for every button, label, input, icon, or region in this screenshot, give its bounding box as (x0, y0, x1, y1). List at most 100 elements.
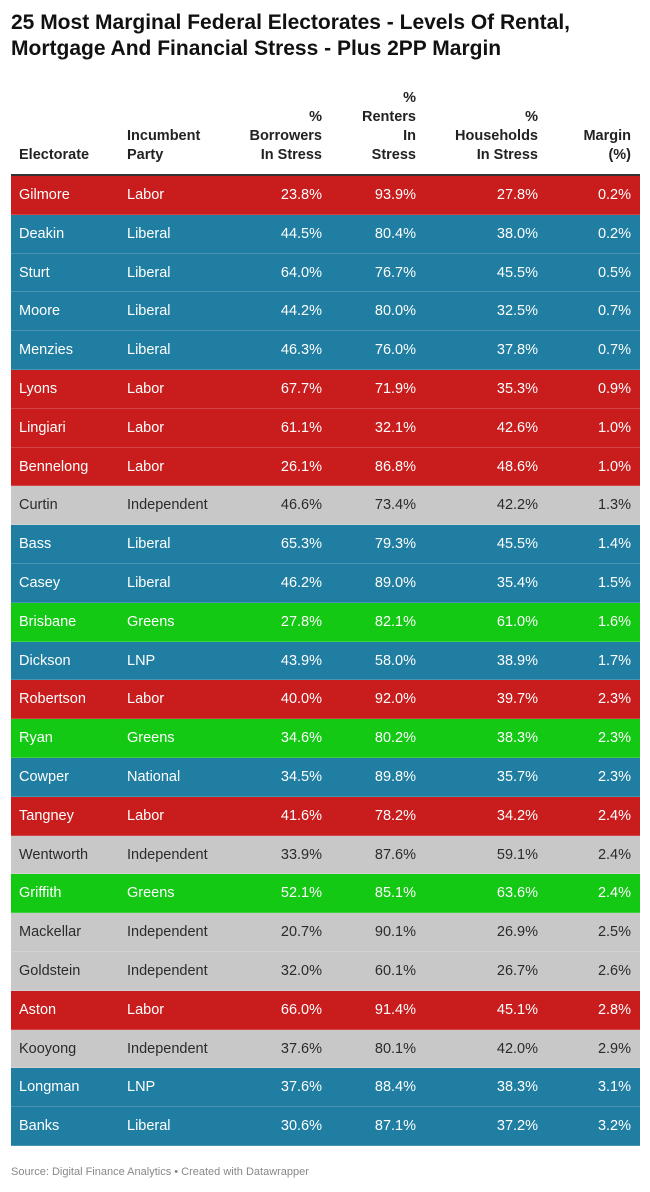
table-row: Menzies Liberal 46.3% 76.0% 37.8% 0.7% (11, 331, 640, 370)
electorate-cell: Lingiari (19, 419, 66, 436)
table-row: Ryan Greens 34.6% 80.2% 38.3% 2.3% (11, 719, 640, 758)
margin-cell: 2.4% (597, 807, 631, 824)
renters-stress-cell: 76.7% (374, 264, 416, 281)
renters-stress-cell: 58.0% (374, 652, 416, 669)
households-stress-cell: 63.6% (496, 885, 538, 902)
renters-stress-cell: 80.4% (374, 225, 416, 242)
renters-stress-cell: 78.2% (374, 807, 416, 824)
party-cell: Labor (127, 807, 165, 824)
header-incumbent-party[interactable]: Incumbent Party (127, 128, 201, 163)
borrowers-stress-cell: 40.0% (280, 691, 322, 708)
households-stress-cell: 35.3% (496, 380, 538, 397)
households-stress-cell: 61.0% (496, 613, 538, 630)
renters-stress-cell: 86.8% (374, 458, 416, 475)
party-cell: Liberal (127, 342, 171, 359)
households-stress-cell: 42.2% (496, 497, 538, 514)
margin-cell: 0.9% (597, 380, 631, 397)
margin-cell: 1.5% (597, 574, 631, 591)
households-stress-cell: 45.5% (496, 536, 538, 553)
electorate-cell: Menzies (19, 342, 73, 359)
borrowers-stress-cell: 32.0% (280, 962, 322, 979)
party-cell: Independent (127, 497, 208, 514)
electorate-cell: Ryan (19, 730, 53, 747)
margin-cell: 1.7% (597, 652, 631, 669)
party-cell: Labor (127, 419, 165, 436)
margin-cell: 0.2% (597, 225, 631, 242)
households-stress-cell: 38.3% (496, 1079, 538, 1096)
borrowers-stress-cell: 65.3% (280, 536, 322, 553)
renters-stress-cell: 76.0% (374, 342, 416, 359)
renters-stress-cell: 60.1% (374, 962, 416, 979)
table-row: Casey Liberal 46.2% 89.0% 35.4% 1.5% (11, 563, 640, 603)
table-row: Aston Labor 66.0% 91.4% 45.1% 2.8% (11, 990, 640, 1030)
table-row: Lyons Labor 67.7% 71.9% 35.3% 0.9% (11, 369, 640, 409)
header-renters-in-stress[interactable]: % Renters In Stress (362, 90, 416, 163)
party-cell: Greens (127, 613, 175, 630)
header-households-in-stress[interactable]: % Households In Stress (455, 109, 538, 163)
party-cell: Labor (127, 187, 165, 203)
borrowers-stress-cell: 27.8% (280, 613, 322, 630)
electorate-cell: Brisbane (19, 613, 77, 630)
borrowers-stress-cell: 66.0% (280, 1001, 322, 1018)
table-row: Brisbane Greens 27.8% 82.1% 61.0% 1.6% (11, 602, 640, 642)
households-stress-cell: 32.5% (496, 303, 538, 320)
borrowers-stress-cell: 61.1% (280, 419, 322, 436)
borrowers-stress-cell: 37.6% (280, 1040, 322, 1057)
borrowers-stress-cell: 67.7% (280, 380, 322, 397)
households-stress-cell: 59.1% (496, 846, 538, 863)
party-cell: Liberal (127, 303, 171, 320)
electorate-cell: Wentworth (19, 846, 89, 863)
borrowers-stress-cell: 23.8% (280, 187, 322, 203)
households-stress-cell: 42.0% (496, 1040, 538, 1057)
electorate-cell: Robertson (19, 691, 86, 708)
party-cell: National (127, 768, 181, 785)
borrowers-stress-cell: 52.1% (280, 885, 322, 902)
electorate-cell: Lyons (19, 380, 58, 397)
table-row: Mackellar Independent 20.7% 90.1% 26.9% 2.5% (11, 913, 640, 952)
table-row: Sturt Liberal 64.0% 76.7% 45.5% 0.5% (11, 253, 640, 293)
party-cell: Liberal (127, 536, 171, 553)
table-header: Electorate Incumbent Party % Borrowers I… (11, 88, 640, 176)
table-row: Longman LNP 37.6% 88.4% 38.3% 3.1% (11, 1068, 640, 1108)
margin-cell: 3.1% (597, 1079, 631, 1096)
party-cell: Independent (127, 1040, 208, 1057)
renters-stress-cell: 87.1% (374, 1118, 416, 1135)
table-row: Cowper National 34.5% 89.8% 35.7% 2.3% (11, 757, 640, 797)
renters-stress-cell: 82.1% (374, 613, 416, 630)
table-body: Gilmore Labor 23.8% 93.9% 27.8% 0.2% Deakin Lib… (11, 176, 640, 1146)
renters-stress-cell: 71.9% (374, 380, 416, 397)
electorate-cell: Kooyong (19, 1040, 77, 1057)
table-row: Gilmore Labor 23.8% 93.9% 27.8% 0.2% (11, 176, 640, 215)
households-stress-cell: 38.0% (496, 225, 538, 242)
renters-stress-cell: 85.1% (374, 885, 416, 902)
party-cell: Independent (127, 846, 208, 863)
party-cell: Liberal (127, 1118, 171, 1135)
renters-stress-cell: 92.0% (374, 691, 416, 708)
margin-cell: 1.3% (597, 497, 631, 514)
renters-stress-cell: 32.1% (374, 419, 416, 436)
margin-cell: 2.5% (597, 924, 631, 941)
borrowers-stress-cell: 64.0% (280, 264, 322, 281)
header-borrowers-in-stress[interactable]: % Borrowers In Stress (249, 109, 322, 163)
party-cell: Greens (127, 730, 175, 747)
renters-stress-cell: 80.2% (374, 730, 416, 747)
electorate-cell: Banks (19, 1118, 60, 1135)
electorate-cell: Dickson (19, 652, 71, 669)
header-margin[interactable]: Margin (%) (583, 128, 631, 163)
party-cell: Labor (127, 458, 165, 475)
header-electorate[interactable]: Electorate (19, 147, 90, 163)
electorate-cell: Mackellar (19, 924, 82, 941)
borrowers-stress-cell: 43.9% (280, 652, 322, 669)
party-cell: Labor (127, 1001, 165, 1018)
households-stress-cell: 37.8% (496, 342, 538, 359)
table-row: Banks Liberal 30.6% 87.1% 37.2% 3.2% (11, 1107, 640, 1146)
households-stress-cell: 37.2% (496, 1118, 538, 1135)
borrowers-stress-cell: 30.6% (280, 1118, 322, 1135)
margin-cell: 2.4% (597, 846, 631, 863)
electorate-cell: Sturt (19, 264, 50, 281)
borrowers-stress-cell: 44.2% (280, 303, 322, 320)
households-stress-cell: 38.3% (496, 730, 538, 747)
borrowers-stress-cell: 34.5% (280, 768, 322, 785)
electorate-cell: Gilmore (19, 187, 70, 203)
margin-cell: 2.3% (597, 691, 631, 708)
